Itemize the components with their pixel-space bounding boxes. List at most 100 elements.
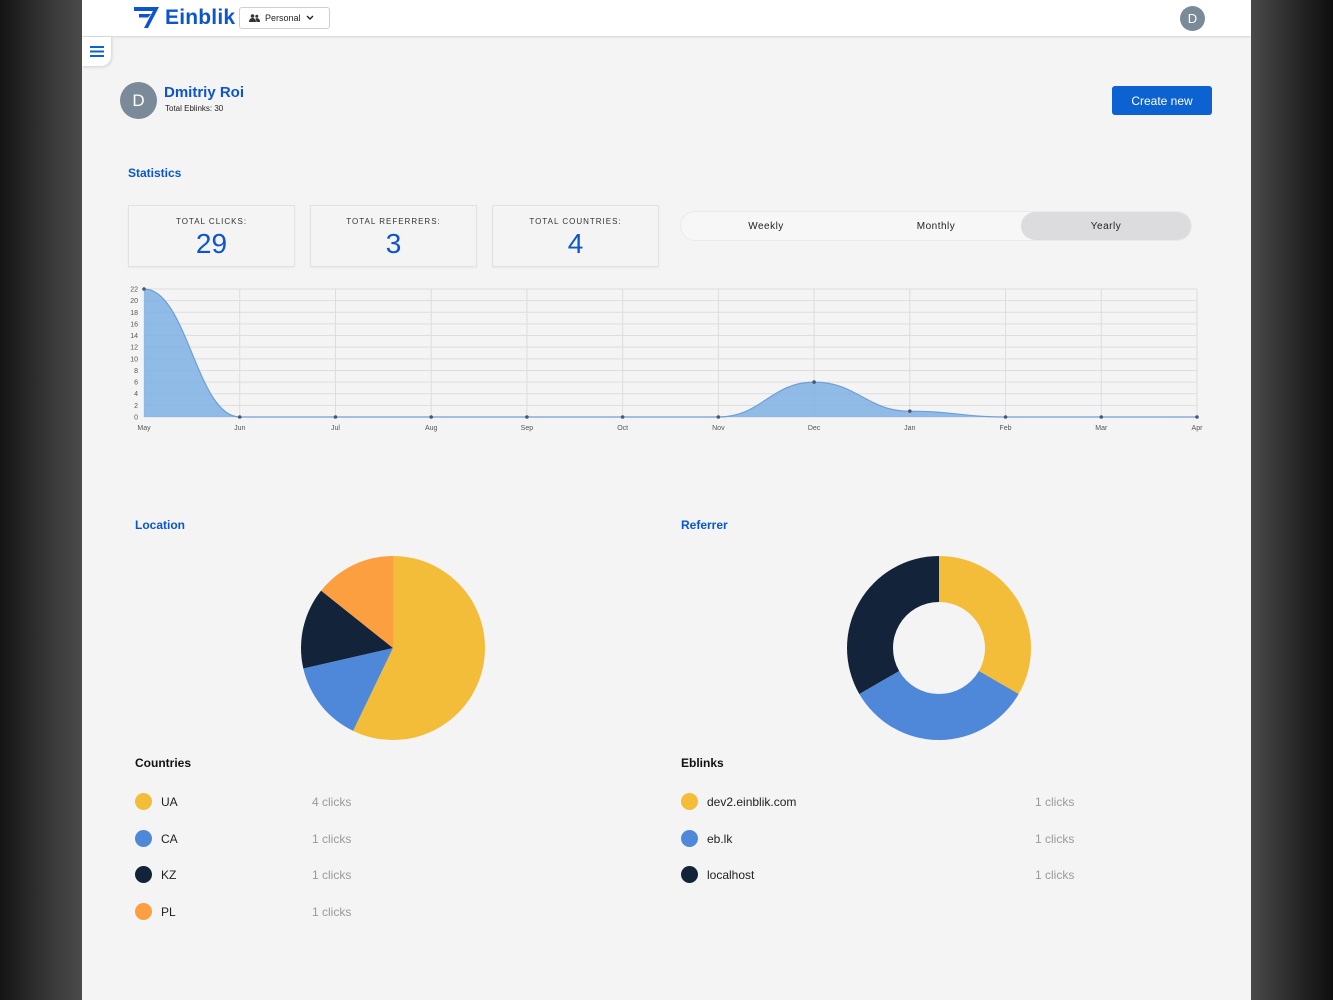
- list-item: dev2.einblik.com 1 clicks: [681, 793, 1101, 830]
- color-dot: [135, 793, 152, 810]
- stat-label: TOTAL REFERRERS:: [346, 217, 441, 226]
- total-referrers-card: TOTAL REFERRERS: 3: [310, 205, 477, 267]
- period-switch: Weekly Monthly Yearly: [680, 211, 1192, 241]
- data-point[interactable]: [1099, 415, 1104, 419]
- list-item: UA 4 clicks: [135, 793, 435, 830]
- y-tick-label: 4: [134, 391, 138, 398]
- country-name: PL: [161, 904, 176, 919]
- pie-slice-ca[interactable]: [303, 648, 393, 731]
- data-point[interactable]: [429, 415, 433, 419]
- period-yearly-button[interactable]: Yearly: [1021, 212, 1191, 240]
- click-count: 1 clicks: [312, 868, 352, 882]
- click-count: 1 clicks: [1035, 795, 1075, 809]
- einblik-logo-icon[interactable]: [133, 6, 159, 28]
- clicks-area-chart: 0 2 4 6 8 10 12 14 16 18 20 22 May Jun Jul Aug Sep Oct Nov…: [130, 287, 1204, 433]
- referrer-title: Referrer: [681, 518, 728, 532]
- location-pie-chart: [301, 556, 486, 740]
- y-tick-label: 12: [130, 345, 138, 352]
- y-tick-label: 6: [134, 380, 138, 387]
- country-name: UA: [161, 795, 178, 809]
- data-point[interactable]: [620, 415, 625, 419]
- eblinks-list: dev2.einblik.com 1 clicks eb.lk 1 clicks…: [681, 793, 1101, 903]
- total-clicks-card: TOTAL CLICKS: 29: [128, 205, 295, 267]
- menu-toggle-button[interactable]: [82, 37, 111, 66]
- color-dot: [135, 829, 152, 847]
- people-icon: [249, 14, 260, 22]
- eblink-name[interactable]: localhost: [707, 868, 755, 882]
- user-avatar[interactable]: D: [1180, 6, 1205, 31]
- list-item: localhost 1 clicks: [681, 866, 1101, 903]
- x-tick-label: Sep: [521, 425, 534, 432]
- list-item: eb.lk 1 clicks: [681, 829, 1101, 867]
- total-countries-card: TOTAL COUNTRIES: 4: [492, 205, 659, 267]
- workspace-select[interactable]: Personal: [239, 7, 330, 29]
- clicks-line: [143, 288, 1197, 418]
- workspace-label: Personal: [265, 13, 301, 23]
- data-point[interactable]: [333, 415, 338, 419]
- dashboard: Einblik Personal D D Dmitriy Roi Total E…: [82, 0, 1251, 1000]
- data-point[interactable]: [1195, 415, 1199, 419]
- y-tick-label: 16: [130, 321, 138, 328]
- profile-avatar: D: [120, 82, 157, 119]
- data-point[interactable]: [908, 409, 912, 413]
- pie-slice-pl[interactable]: [321, 556, 393, 648]
- x-tick-label: Aug: [425, 425, 438, 432]
- period-monthly-button[interactable]: Monthly: [916, 220, 956, 232]
- create-new-button[interactable]: Create new: [1112, 86, 1212, 115]
- data-point[interactable]: [525, 415, 529, 419]
- x-tick-label: Oct: [617, 425, 628, 432]
- list-item: CA 1 clicks: [135, 829, 435, 867]
- x-tick-label: Jul: [331, 425, 340, 432]
- color-dot: [681, 866, 698, 883]
- data-point[interactable]: [1003, 415, 1008, 419]
- x-tick-label: Jan: [904, 425, 915, 432]
- pie-slice-ua[interactable]: [353, 556, 486, 740]
- data-point[interactable]: [812, 380, 816, 384]
- click-count: 1 clicks: [1035, 831, 1075, 846]
- list-item: PL 1 clicks: [135, 902, 435, 940]
- y-tick-label: 0: [134, 415, 138, 422]
- y-tick-label: 2: [134, 403, 138, 410]
- countries-list: UA 4 clicks CA 1 clicks KZ 1 clicks PL 1…: [135, 793, 435, 939]
- color-dot: [135, 902, 152, 920]
- y-tick-label: 8: [134, 368, 138, 375]
- y-tick-label: 18: [130, 310, 138, 317]
- click-count: 1 clicks: [312, 831, 352, 846]
- total-eblinks: Total Eblinks: 30: [165, 104, 224, 113]
- eblink-name[interactable]: dev2.einblik.com: [707, 795, 797, 809]
- pie-slice-eb-lk[interactable]: [859, 671, 1019, 740]
- x-tick-label: Jun: [234, 425, 245, 432]
- y-tick-label: 14: [130, 333, 138, 340]
- x-tick-label: Dec: [808, 425, 821, 432]
- x-tick-label: May: [137, 425, 151, 432]
- y-tick-label: 20: [130, 298, 138, 305]
- color-dot: [681, 793, 698, 810]
- color-dot: [135, 866, 152, 883]
- top-bar: Einblik Personal D: [82, 0, 1251, 37]
- pie-slice-kz[interactable]: [301, 590, 393, 669]
- y-tick-label: 22: [130, 287, 138, 294]
- chevron-down-icon: [306, 15, 314, 20]
- click-count: 1 clicks: [1035, 868, 1075, 882]
- eblinks-title: Eblinks: [681, 756, 724, 770]
- data-point[interactable]: [142, 287, 146, 291]
- hamburger-menu-icon: [89, 46, 104, 57]
- referrer-doughnut-chart: [847, 556, 1031, 740]
- data-point[interactable]: [716, 415, 721, 419]
- pie-slice-dev2-einblik-com[interactable]: [939, 556, 1031, 694]
- stat-value: 4: [567, 228, 584, 259]
- brand-name[interactable]: Einblik: [165, 6, 236, 29]
- stat-label: TOTAL COUNTRIES:: [529, 217, 622, 226]
- click-count: 4 clicks: [312, 795, 352, 809]
- statistics-title: Statistics: [128, 166, 182, 180]
- list-item: KZ 1 clicks: [135, 866, 435, 903]
- clicks-area: [144, 289, 1197, 417]
- pie-slice-localhost[interactable]: [847, 556, 939, 694]
- eblink-name[interactable]: eb.lk: [707, 831, 733, 846]
- period-weekly-button[interactable]: Weekly: [748, 220, 784, 232]
- y-tick-label: 10: [130, 356, 138, 363]
- stat-value: 3: [385, 228, 402, 259]
- country-name: CA: [161, 831, 178, 846]
- data-point[interactable]: [237, 415, 242, 419]
- x-tick-label: Apr: [1192, 425, 1204, 432]
